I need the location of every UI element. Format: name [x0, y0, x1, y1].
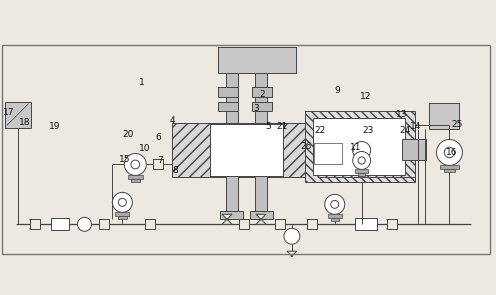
Bar [30, 219, 40, 229]
Text: T: T [351, 148, 354, 153]
Text: 3: 3 [253, 104, 259, 113]
Bar [307, 219, 317, 229]
Bar [153, 160, 163, 169]
Text: 16: 16 [446, 148, 457, 157]
Text: 6: 6 [155, 133, 161, 142]
Bar [386, 219, 397, 229]
Polygon shape [222, 214, 232, 219]
Text: 21: 21 [276, 122, 288, 131]
Text: 18: 18 [19, 118, 30, 127]
Text: 24: 24 [399, 126, 410, 135]
Bar [358, 173, 366, 176]
Text: 19: 19 [49, 122, 61, 131]
Bar [172, 122, 318, 177]
Bar [4, 102, 31, 127]
Text: 9: 9 [335, 86, 341, 95]
Bar [220, 211, 243, 219]
Bar [252, 87, 272, 97]
Circle shape [284, 228, 300, 244]
Polygon shape [222, 219, 232, 224]
Circle shape [358, 157, 365, 164]
Bar [440, 165, 458, 169]
Bar [218, 47, 296, 73]
Bar [51, 218, 68, 230]
Bar [218, 87, 238, 97]
Text: 25: 25 [452, 120, 463, 129]
Circle shape [124, 153, 146, 176]
Bar [314, 142, 342, 164]
Circle shape [444, 147, 455, 158]
Text: 13: 13 [396, 110, 407, 119]
Bar [255, 176, 267, 212]
Bar [402, 139, 427, 160]
Text: 15: 15 [119, 155, 130, 164]
Circle shape [331, 200, 339, 208]
Circle shape [131, 160, 140, 169]
Bar [275, 219, 285, 229]
Bar [118, 216, 126, 219]
Bar [116, 212, 129, 216]
Text: 14: 14 [410, 122, 421, 131]
Circle shape [113, 192, 132, 212]
Bar [218, 102, 238, 111]
Bar [252, 102, 272, 111]
Bar [355, 218, 376, 230]
Polygon shape [287, 256, 297, 261]
Bar [305, 111, 415, 182]
Polygon shape [256, 214, 266, 219]
Text: 1: 1 [139, 78, 145, 87]
Bar [328, 214, 342, 218]
Bar [250, 211, 273, 219]
Text: 20: 20 [123, 130, 134, 139]
Text: 7: 7 [157, 156, 163, 165]
Bar [239, 219, 249, 229]
Text: 22: 22 [314, 126, 325, 135]
Text: 26: 26 [300, 142, 311, 151]
Bar [430, 103, 459, 129]
Circle shape [119, 198, 126, 206]
Polygon shape [287, 251, 297, 256]
Bar [127, 176, 143, 179]
Bar [145, 219, 155, 229]
Polygon shape [256, 219, 266, 224]
Text: 5: 5 [265, 122, 271, 131]
Text: 17: 17 [3, 108, 14, 117]
Bar [99, 219, 110, 229]
Bar [226, 73, 238, 122]
Circle shape [436, 140, 462, 165]
Circle shape [353, 152, 371, 169]
Circle shape [325, 194, 345, 214]
Circle shape [353, 142, 371, 160]
Bar [444, 169, 455, 173]
Text: 10: 10 [138, 144, 150, 153]
Circle shape [77, 217, 91, 231]
Bar [210, 124, 283, 176]
Bar [226, 176, 238, 212]
Bar [131, 179, 140, 182]
Text: 4: 4 [170, 116, 175, 125]
Text: 8: 8 [172, 166, 178, 175]
Bar [255, 73, 267, 122]
Text: 2: 2 [259, 90, 265, 99]
Text: 11: 11 [350, 143, 362, 152]
Text: 12: 12 [360, 92, 372, 101]
Bar [356, 169, 368, 173]
Bar [313, 118, 405, 176]
Bar [330, 218, 339, 221]
Text: 23: 23 [362, 126, 373, 135]
